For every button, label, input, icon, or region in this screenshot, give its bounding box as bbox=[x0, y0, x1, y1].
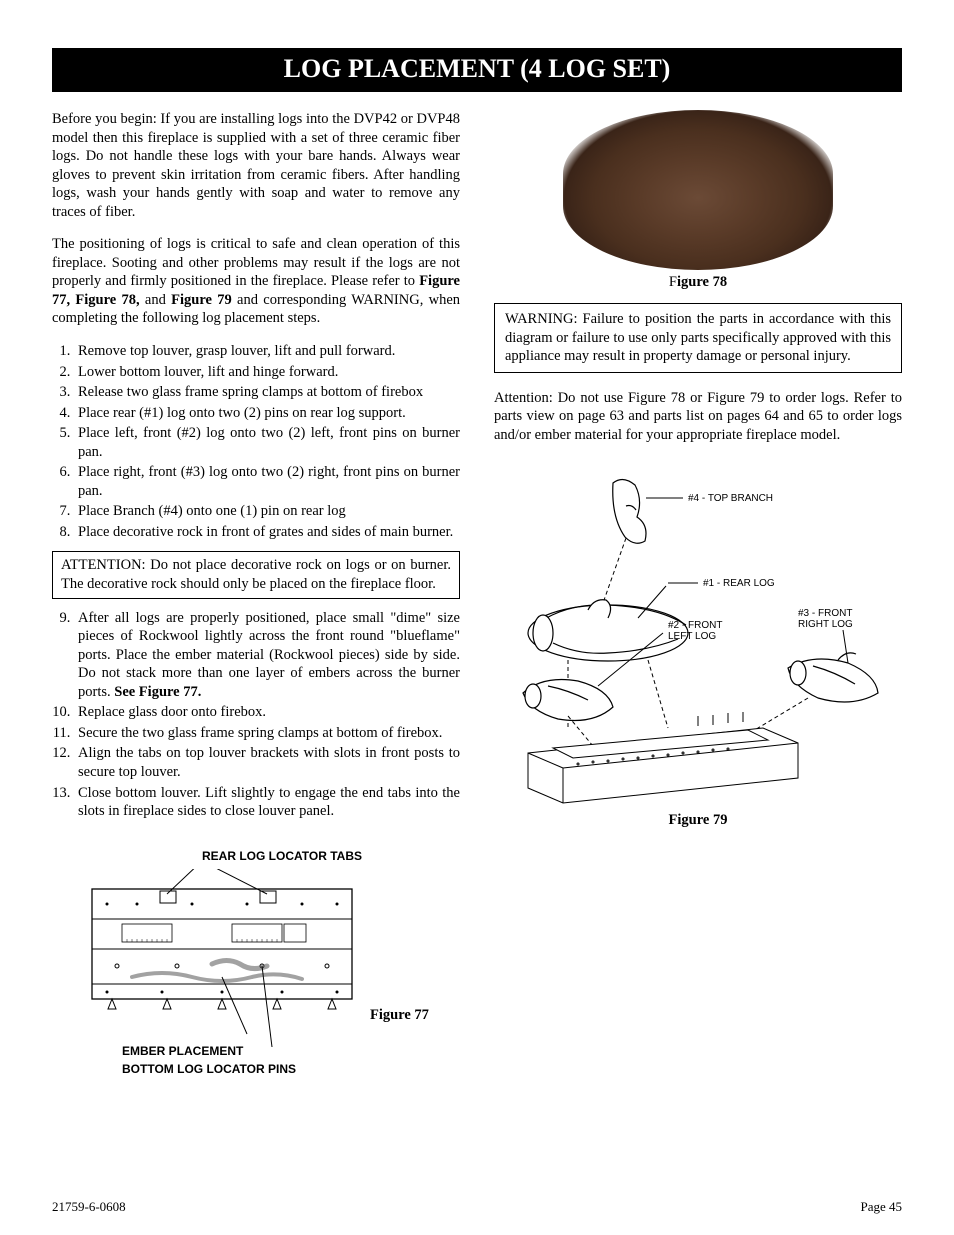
right-column: Figure 78 WARNING: Failure to position t… bbox=[494, 110, 902, 1109]
step-item: Place right, front (#3) log onto two (2)… bbox=[74, 463, 460, 500]
warning-box: WARNING: Failure to position the parts i… bbox=[494, 303, 902, 373]
fig79-label-2a: #2 - FRONT bbox=[668, 620, 722, 631]
attention-paragraph-2: Attention: Do not use Figure 78 or Figur… bbox=[494, 389, 902, 445]
fig78-cap-pre: F bbox=[669, 274, 677, 290]
fig78-cap-bold: igure 78 bbox=[677, 274, 727, 290]
steps-list-a: Remove top louver, grasp louver, lift an… bbox=[52, 342, 460, 541]
intro-paragraph-1: Before you begin: If you are installing … bbox=[52, 110, 460, 221]
steps-list-b: After all logs are properly positioned, … bbox=[52, 609, 460, 821]
fig77-label-rear-tabs: REAR LOG LOCATOR TABS bbox=[202, 849, 362, 863]
step-item: Close bottom louver. Lift slightly to en… bbox=[74, 784, 460, 821]
intro2-bold-2: Figure 79 bbox=[171, 292, 232, 308]
figure-78-image bbox=[563, 110, 833, 270]
footer-page-number: Page 45 bbox=[860, 1199, 902, 1215]
step-item: Place Branch (#4) onto one (1) pin on re… bbox=[74, 502, 460, 521]
figure-79-diagram: #4 - TOP BRANCH #1 - REAR LOG bbox=[498, 468, 898, 808]
step-item: Remove top louver, grasp louver, lift an… bbox=[74, 342, 460, 361]
fig77-label-ember: EMBER PLACEMENT bbox=[122, 1044, 243, 1058]
step-item: Replace glass door onto firebox. bbox=[74, 703, 460, 722]
figure-78: Figure 78 bbox=[494, 110, 902, 291]
step-item: Release two glass frame spring clamps at… bbox=[74, 383, 460, 402]
intro2-text-a: The positioning of logs is critical to s… bbox=[52, 236, 460, 289]
fig79-label-3b: RIGHT LOG bbox=[798, 619, 853, 630]
figure-77-caption: Figure 77 bbox=[370, 1007, 429, 1024]
figure-79: #4 - TOP BRANCH #1 - REAR LOG bbox=[494, 468, 902, 829]
fig79-cap-text: Figure 79 bbox=[669, 812, 728, 828]
left-column: Before you begin: If you are installing … bbox=[52, 110, 460, 1109]
fig79-label-3a: #3 - FRONT bbox=[798, 608, 852, 619]
intro-paragraph-2: The positioning of logs is critical to s… bbox=[52, 235, 460, 328]
fig79-label-2b: LEFT LOG bbox=[668, 631, 716, 642]
figure-79-caption: Figure 79 bbox=[494, 812, 902, 829]
step-item: Secure the two glass frame spring clamps… bbox=[74, 724, 460, 743]
footer-doc-number: 21759-6-0608 bbox=[52, 1199, 126, 1215]
step-item: Align the tabs on top louver brackets wi… bbox=[74, 744, 460, 781]
attention-box-1: ATTENTION: Do not place decorative rock … bbox=[52, 551, 460, 598]
step-item: Place decorative rock in front of grates… bbox=[74, 523, 460, 542]
figure-78-caption: Figure 78 bbox=[494, 274, 902, 291]
fig77-label-bottom-pins: BOTTOM LOG LOCATOR PINS bbox=[122, 1062, 296, 1076]
step9-bold: See Figure 77. bbox=[114, 684, 201, 700]
step-item: After all logs are properly positioned, … bbox=[74, 609, 460, 702]
content-columns: Before you begin: If you are installing … bbox=[52, 110, 902, 1109]
page-footer: 21759-6-0608 Page 45 bbox=[52, 1199, 902, 1215]
page-title-bar: LOG PLACEMENT (4 LOG SET) bbox=[52, 48, 902, 92]
figure-77: REAR LOG LOCATOR TABS bbox=[52, 849, 460, 1109]
fig79-label-4: #4 - TOP BRANCH bbox=[688, 493, 773, 504]
step-item: Place rear (#1) log onto two (2) pins on… bbox=[74, 404, 460, 423]
figure-77-diagram bbox=[72, 869, 372, 1049]
step-item: Place left, front (#2) log onto two (2) … bbox=[74, 424, 460, 461]
intro2-text-c: and bbox=[140, 292, 172, 308]
fig79-label-1: #1 - REAR LOG bbox=[703, 578, 775, 589]
step-item: Lower bottom louver, lift and hinge forw… bbox=[74, 363, 460, 382]
